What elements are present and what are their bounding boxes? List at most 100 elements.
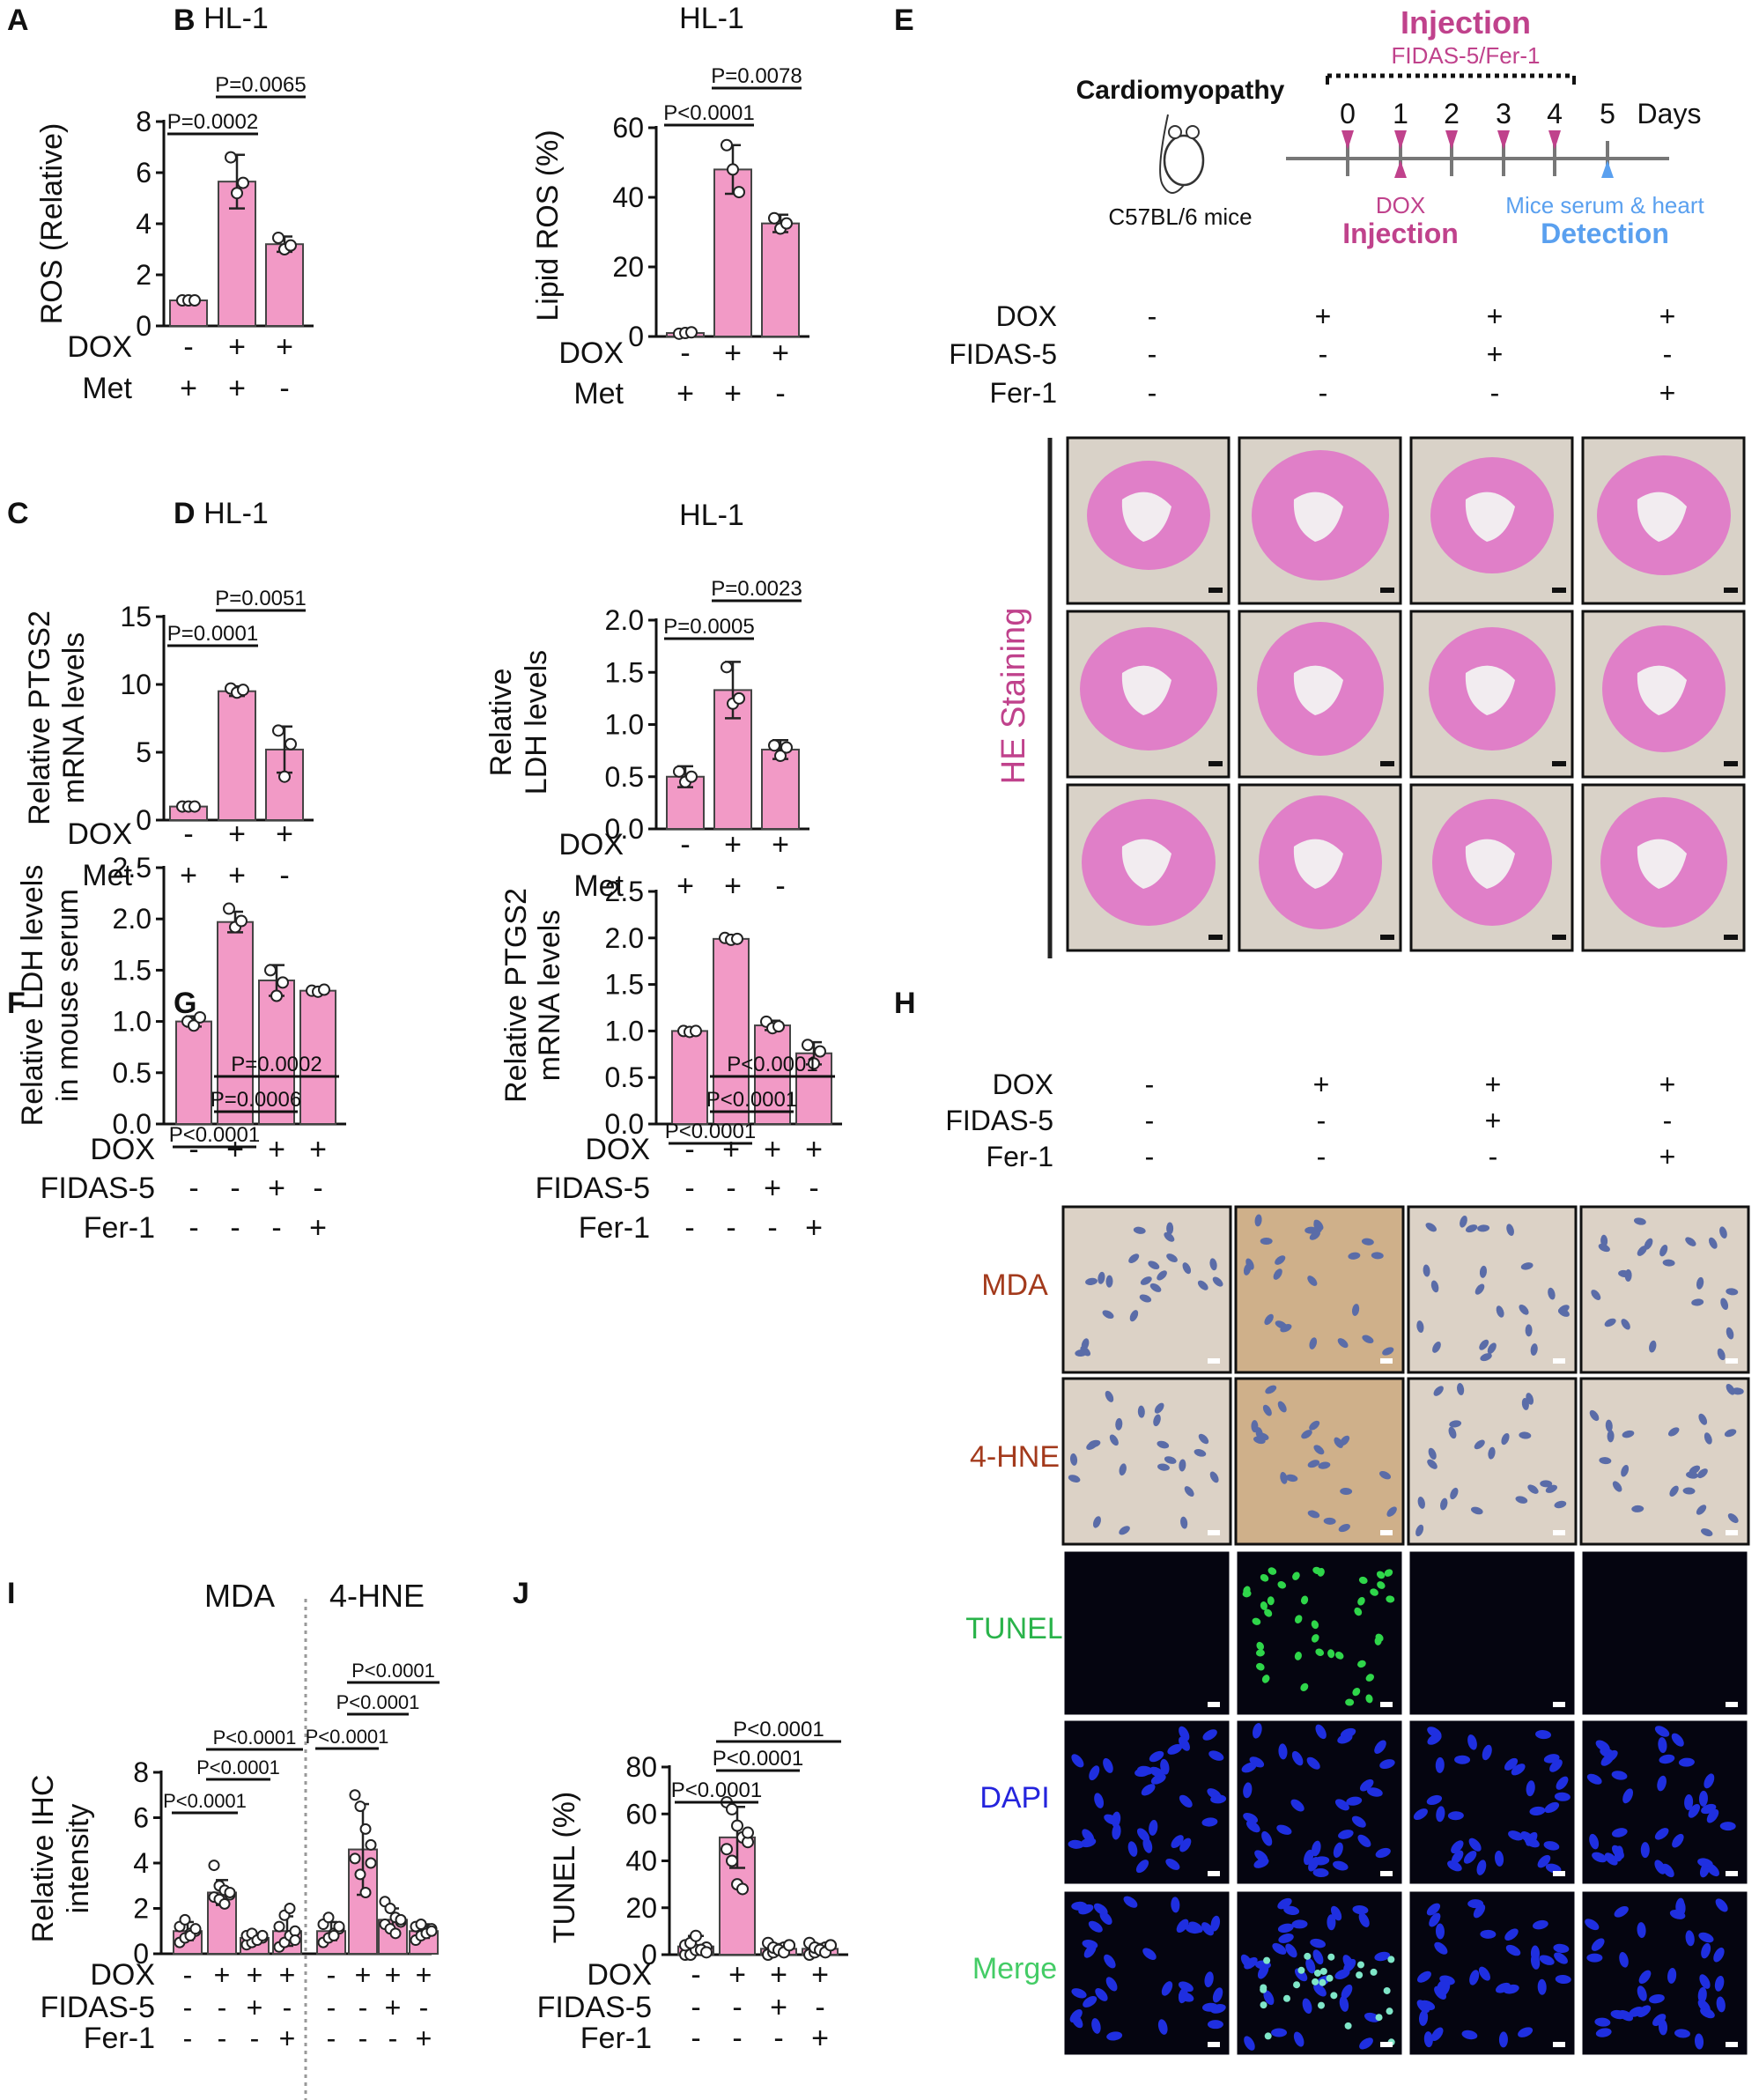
scale-bar <box>1208 1358 1220 1364</box>
condition-sign: - <box>775 869 785 903</box>
y-tick-label: 0 <box>641 1939 657 1971</box>
nucleus <box>1367 1787 1383 1797</box>
nucleus <box>1430 2027 1444 2042</box>
nucleus <box>1105 1977 1118 1992</box>
nucleus <box>1698 1790 1708 1807</box>
he-staining-image <box>1066 610 1231 779</box>
nucleus <box>1243 1782 1253 1799</box>
condition-label: FIDAS-5 <box>41 1172 155 1205</box>
group-name: 4-HNE <box>329 1578 425 1614</box>
nucleus <box>1157 1463 1170 1471</box>
y-axis-label-2: mRNA levels <box>57 632 91 804</box>
condition-sign: + <box>1485 1105 1502 1136</box>
nucleus <box>1726 1288 1739 1296</box>
nucleus <box>1530 1945 1540 1962</box>
nucleus <box>1095 1987 1108 2001</box>
nucleus <box>1129 1310 1139 1322</box>
nucleus <box>1302 1998 1312 2015</box>
data-point <box>727 163 739 176</box>
condition-label: Fer-1 <box>987 1141 1053 1172</box>
he-staining-image <box>1238 436 1402 605</box>
condition-sign: + <box>805 1211 823 1245</box>
nucleus <box>1671 1733 1684 1747</box>
nucleus <box>1637 1985 1647 2001</box>
merge-dot <box>1375 2014 1383 2022</box>
y-tick-label: 6 <box>136 157 152 189</box>
image-frame <box>1061 1718 1232 1887</box>
nucleus <box>1697 1858 1713 1868</box>
nucleus <box>1071 1754 1084 1768</box>
nucleus <box>1103 1757 1113 1773</box>
nucleus <box>1658 1737 1667 1754</box>
data-point <box>365 1838 377 1851</box>
ventricle-lumen <box>1637 665 1687 715</box>
nucleus <box>1068 1839 1084 1849</box>
nucleus <box>1520 1262 1534 1270</box>
condition-label: DOX <box>90 1133 155 1166</box>
day-label: 0 <box>1340 98 1356 129</box>
nucleus <box>1088 1920 1103 1933</box>
image-frame <box>1061 1549 1232 1718</box>
nucleus <box>1251 1420 1259 1433</box>
condition-sign: - <box>188 1172 198 1205</box>
injection-label-bottom: Injection <box>1342 218 1459 249</box>
condition-sign: + <box>1659 1068 1676 1100</box>
nucleus <box>1071 1988 1087 1999</box>
condition-sign: - <box>726 1172 735 1205</box>
nucleus <box>1622 1788 1634 1804</box>
nucleus <box>1291 1919 1308 1929</box>
condition-sign: - <box>327 1959 336 1991</box>
condition-sign: - <box>327 2022 336 2054</box>
condition-sign: + <box>764 1172 781 1205</box>
p-value-label: P<0.0001 <box>663 101 754 125</box>
image-frame <box>1061 1889 1232 2058</box>
nucleus <box>1451 1840 1464 1854</box>
nucleus <box>1246 1820 1260 1833</box>
stain-label: TUNEL <box>965 1612 1063 1645</box>
nucleus <box>1194 1449 1207 1457</box>
scale-bar <box>1553 1358 1565 1364</box>
nucleus <box>1727 1513 1739 1524</box>
panel-title: HL-1 <box>679 499 744 532</box>
data-point <box>289 1934 301 1947</box>
nucleus <box>1201 1922 1214 1936</box>
data-point <box>328 1929 340 1941</box>
nucleus <box>1365 1694 1373 1704</box>
data-point <box>188 294 201 307</box>
nucleus <box>1333 1842 1343 1858</box>
nucleus <box>1479 1265 1488 1278</box>
merge-dot <box>1319 1967 1327 1975</box>
y-axis-label-2: LDH levels <box>520 650 553 795</box>
nucleus <box>1434 1941 1448 1955</box>
nucleus <box>1093 1903 1108 1916</box>
nucleus <box>1253 1858 1269 1868</box>
bar <box>299 989 336 1126</box>
condition-sign: - <box>327 1992 336 2023</box>
condition-sign: + <box>724 869 742 903</box>
nucleus <box>1504 1757 1519 1771</box>
condition-sign: + <box>1487 300 1504 332</box>
serum-label: Mice serum & heart <box>1505 192 1704 218</box>
condition-sign: + <box>1659 300 1676 332</box>
nucleus <box>1292 1571 1300 1580</box>
data-point <box>700 1946 713 1959</box>
nucleus <box>1318 1461 1331 1469</box>
nucleus <box>1698 1413 1708 1425</box>
merge-dot <box>1356 1971 1364 1979</box>
condition-sign: - <box>684 1211 694 1245</box>
nucleus <box>1519 1304 1529 1315</box>
nucleus <box>1335 1652 1344 1660</box>
y-tick-label: 0.5 <box>113 1057 152 1089</box>
condition-sign: + <box>770 1958 787 1992</box>
nucleus <box>1440 1497 1448 1511</box>
condition-label: FIDAS-5 <box>41 1991 155 2024</box>
nucleus <box>1589 1833 1600 1850</box>
data-point <box>272 231 285 244</box>
condition-sign: + <box>811 1958 829 1992</box>
nucleus <box>1374 1951 1391 1962</box>
nucleus <box>1098 1271 1105 1284</box>
merge-dot <box>1356 1961 1364 1969</box>
nucleus <box>1717 1348 1726 1361</box>
condition-sign: - <box>680 828 690 861</box>
merge-dot <box>1304 1952 1312 1960</box>
